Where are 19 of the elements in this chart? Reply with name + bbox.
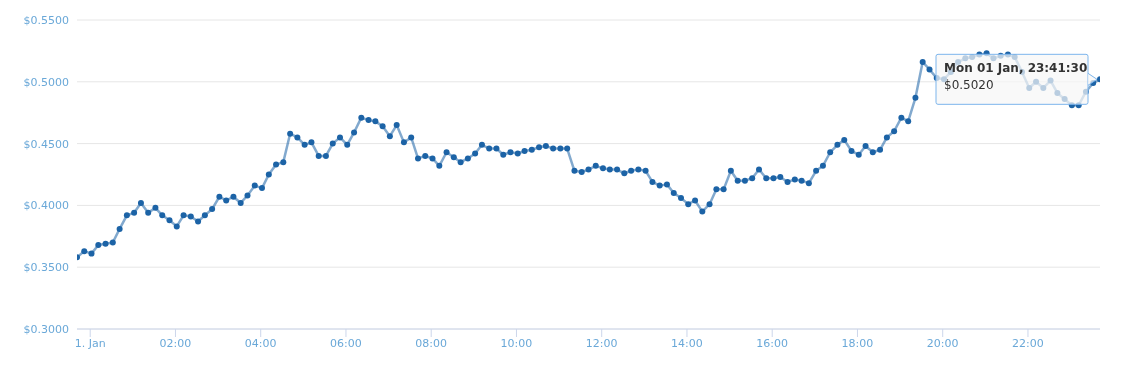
annotation: Mon 01 Jan, 23:41:30 $0.5020: [944, 61, 1088, 93]
x-tick-label: 16:00: [756, 336, 789, 350]
y-tick-label: $0.5000: [23, 75, 69, 89]
x-tick-label: 02:00: [159, 336, 192, 350]
x-tick-label: 10:00: [500, 336, 533, 350]
x-tick-label: 1. Jan: [74, 336, 106, 350]
y-tick-label: $0.5500: [23, 13, 69, 27]
x-tick-label: 22:00: [1012, 336, 1044, 350]
y-tick-label: $0.3000: [23, 322, 69, 336]
x-tick-label: 04:00: [244, 336, 277, 350]
x-tick-label: 18:00: [841, 336, 874, 350]
y-tick-label: $0.4500: [23, 137, 69, 151]
x-tick-label: 06:00: [330, 336, 362, 350]
x-tick-label: 14:00: [671, 336, 703, 350]
y-tick-label: $0.3500: [23, 261, 69, 275]
y-tick-label: $0.4000: [23, 199, 69, 213]
x-tick-label: 12:00: [585, 336, 618, 350]
x-tick-label: 08:00: [415, 336, 448, 350]
x-tick-label: 20:00: [926, 336, 959, 350]
